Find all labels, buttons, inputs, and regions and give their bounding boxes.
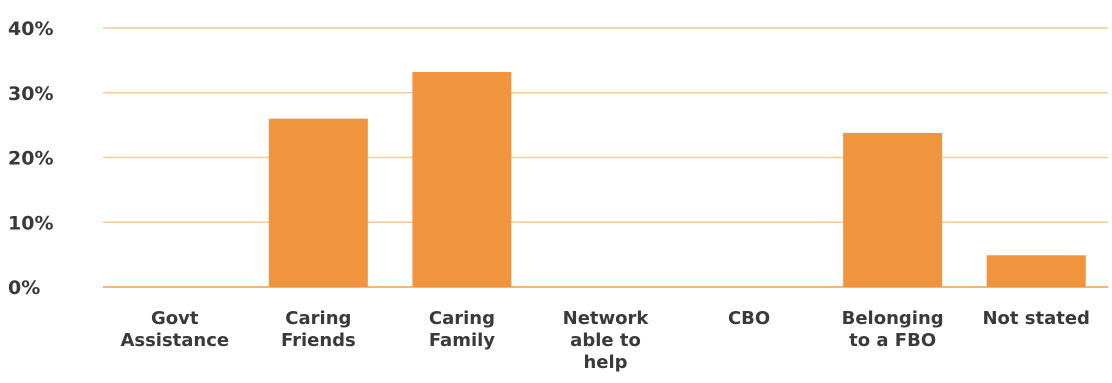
x-category-label-line: CBO [728, 308, 770, 329]
bar [986, 255, 1086, 287]
x-category-label-line: to a FBO [849, 330, 936, 351]
y-tick-label: 10% [8, 212, 53, 234]
y-tick-label: 40% [8, 18, 53, 40]
bars [268, 72, 1086, 288]
x-category-label: Not stated [982, 308, 1089, 329]
x-category-label-line: Not stated [982, 308, 1089, 329]
gridlines [103, 27, 1108, 288]
y-tick-label: 20% [8, 148, 53, 170]
x-category-label-line: help [583, 352, 627, 373]
y-axis-tick-labels: 0% 10% 20% 30% 40% [8, 18, 53, 299]
y-tick-label: 30% [8, 83, 53, 105]
x-category-label: Caring Friends [281, 308, 356, 351]
bar [843, 132, 943, 287]
x-category-label-line: Family [429, 330, 495, 351]
x-category-label: Caring Family [429, 308, 495, 351]
x-category-label: Belonging to a FBO [842, 308, 944, 351]
x-category-label-line: Caring [429, 308, 495, 329]
x-category-label-line: Caring [285, 308, 351, 329]
x-category-label: Govt Assistance [120, 308, 229, 351]
y-tick-label: 0% [8, 277, 40, 299]
bar [268, 118, 368, 288]
x-category-label-line: Govt [151, 308, 199, 329]
x-category-label: CBO [728, 308, 770, 329]
x-category-label-line: Assistance [120, 330, 229, 351]
x-category-label: Network able to help [563, 308, 650, 373]
x-category-label-line: able to [570, 330, 641, 351]
bar [412, 72, 512, 287]
x-category-label-line: Network [563, 308, 650, 329]
x-category-label-line: Friends [281, 330, 356, 351]
x-category-label-line: Belonging [842, 308, 944, 329]
